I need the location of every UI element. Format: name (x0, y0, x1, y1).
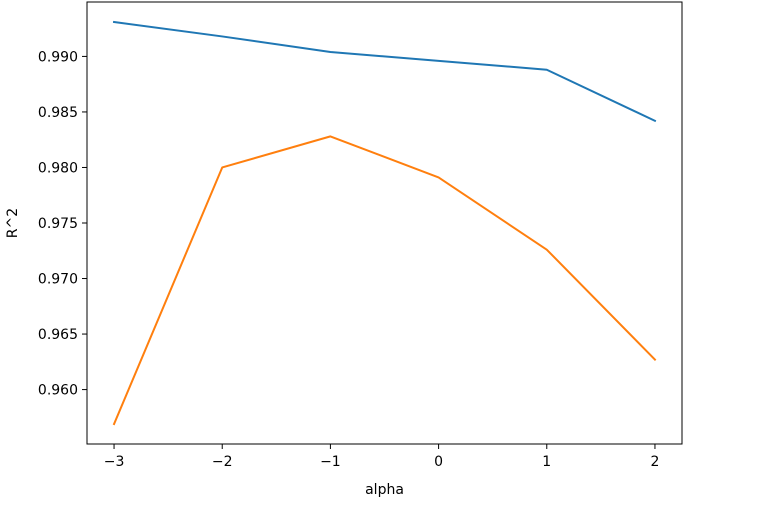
y-axis-title: R^2 (5, 208, 21, 238)
plot-frame (86, 1, 683, 445)
x-tick-label: −2 (212, 454, 233, 470)
y-tick-label: 0.990 (38, 49, 78, 65)
y-tick-label: 0.985 (38, 105, 78, 121)
series-line-2 (112, 135, 657, 426)
series-line-1 (112, 20, 657, 123)
y-tick-label: 0.975 (38, 216, 78, 232)
x-tick-label: 1 (542, 454, 551, 470)
x-axis-title: alpha (365, 482, 404, 498)
x-tick-label: 2 (650, 454, 659, 470)
y-tick-label: 0.960 (38, 383, 78, 399)
axes-layer: −3 −2 −1 0 1 2 0.960 0.965 0.970 0.975 0.980 0.985 0… (38, 1, 683, 470)
x-tick-label: −3 (104, 454, 125, 470)
y-tick-label: 0.970 (38, 272, 78, 288)
x-tick-label: −1 (320, 454, 341, 470)
x-tick-label: 0 (434, 454, 443, 470)
y-tick-label: 0.965 (38, 327, 78, 343)
series-layer (112, 20, 657, 426)
y-tick-label: 0.980 (38, 160, 78, 176)
